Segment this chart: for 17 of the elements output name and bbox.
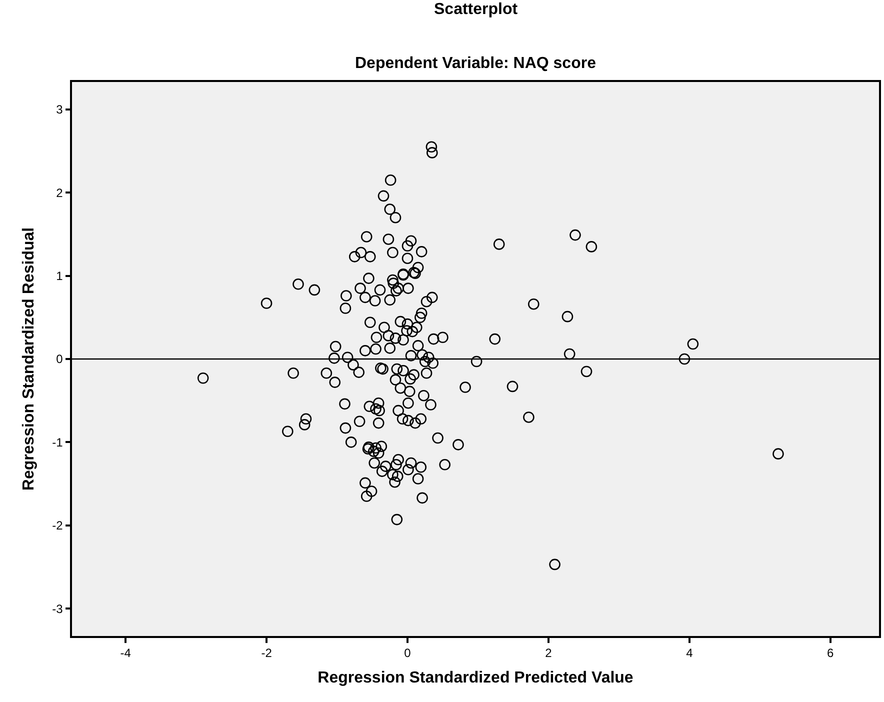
x-tick-label: 0 (404, 646, 412, 660)
x-axis-title: Regression Standardized Predicted Value (318, 669, 634, 686)
x-tick-label: -2 (261, 646, 272, 660)
chart-subtitle: Dependent Variable: NAQ score (355, 55, 596, 72)
y-tick-label: 2 (56, 186, 64, 200)
x-tick-label: 6 (827, 646, 834, 660)
y-tick-label: -3 (52, 602, 64, 616)
x-tick-label: 4 (686, 646, 694, 660)
chart-title: Scatterplot (434, 1, 518, 18)
x-tick-label: 2 (545, 646, 552, 660)
y-axis-title: Regression Standardized Residual (20, 227, 38, 491)
y-tick-label: 3 (56, 102, 64, 117)
x-tick-label: -4 (120, 646, 132, 660)
y-tick-label: -2 (52, 518, 64, 533)
y-tick-label: 1 (56, 269, 64, 284)
y-tick-label: 0 (56, 352, 64, 366)
y-tick-label: -1 (52, 435, 64, 450)
